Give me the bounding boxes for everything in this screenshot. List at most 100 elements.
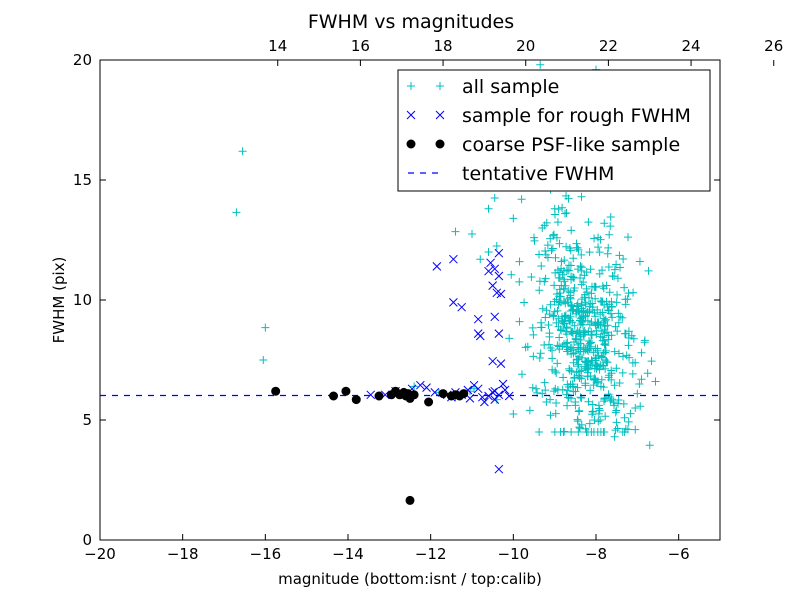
all-sample-point bbox=[577, 266, 586, 275]
all-sample-point bbox=[633, 389, 642, 398]
psf-sample-point bbox=[459, 389, 469, 399]
all-sample-point bbox=[592, 330, 601, 339]
axes: −20 −18 −16 −14 −12 −10 −8 −6 0 5 10 15 20 14 16 18 20 22… bbox=[73, 37, 783, 563]
all-sample-point bbox=[604, 373, 613, 382]
rough-fwhm-point bbox=[486, 258, 495, 268]
rough-fwhm-point bbox=[496, 359, 506, 368]
all-sample-point bbox=[613, 327, 622, 336]
all-sample-point bbox=[553, 218, 562, 227]
all-sample-point bbox=[618, 313, 627, 322]
all-sample-point bbox=[581, 364, 590, 373]
all-sample-point bbox=[576, 274, 585, 283]
all-sample-point bbox=[574, 307, 583, 316]
all-sample-point bbox=[597, 327, 606, 336]
all-sample-point bbox=[577, 250, 586, 259]
all-sample-point bbox=[587, 428, 596, 436]
all-sample-point bbox=[535, 250, 544, 259]
top-x-tick-label: 14 bbox=[268, 37, 287, 55]
all-sample-point bbox=[598, 282, 607, 291]
all-sample-point bbox=[595, 248, 604, 257]
all-sample-point bbox=[583, 316, 592, 325]
all-sample-point bbox=[599, 361, 608, 370]
all-sample-point bbox=[537, 261, 546, 270]
all-sample-point bbox=[571, 334, 580, 343]
all-sample-point bbox=[586, 386, 595, 395]
all-sample-point bbox=[600, 219, 609, 228]
y-tick-label: 20 bbox=[73, 51, 92, 69]
all-sample-point bbox=[566, 291, 575, 300]
all-sample-point bbox=[551, 253, 560, 262]
all-sample-point bbox=[542, 306, 551, 315]
all-sample-point bbox=[637, 375, 646, 384]
all-sample-point bbox=[549, 230, 558, 239]
legend-box bbox=[397, 69, 711, 192]
legend-marker-all-sample bbox=[407, 82, 415, 90]
all-sample-point bbox=[536, 349, 545, 358]
all-sample-point bbox=[626, 409, 635, 418]
all-sample-point bbox=[628, 369, 637, 378]
all-sample-point bbox=[573, 243, 582, 252]
all-sample-point bbox=[592, 354, 601, 363]
all-sample-point bbox=[557, 257, 566, 266]
rough-fwhm-point bbox=[500, 385, 510, 395]
all-sample-point bbox=[606, 212, 615, 221]
all-sample-point bbox=[574, 265, 583, 274]
all-sample-point bbox=[549, 311, 558, 320]
all-sample-point bbox=[515, 277, 524, 286]
all-sample-point bbox=[576, 335, 585, 344]
all-sample-point bbox=[564, 298, 573, 307]
all-sample-point bbox=[571, 387, 580, 396]
all-sample-point bbox=[542, 218, 551, 227]
all-sample-point bbox=[573, 362, 582, 371]
all-sample-point bbox=[532, 384, 541, 393]
all-sample-point bbox=[594, 320, 603, 329]
all-sample-point bbox=[535, 428, 544, 436]
all-sample-point bbox=[556, 428, 565, 436]
all-sample-point bbox=[451, 227, 460, 236]
all-sample-point bbox=[562, 191, 571, 200]
legend-marker-psf-sample bbox=[406, 139, 416, 149]
all-sample-point bbox=[637, 348, 646, 357]
all-sample-point bbox=[567, 328, 576, 337]
top-x-tick-label: 16 bbox=[351, 37, 370, 55]
all-sample-point bbox=[555, 345, 564, 354]
all-sample-point bbox=[529, 330, 538, 339]
all-sample-point bbox=[565, 364, 574, 373]
all-sample-point bbox=[555, 239, 564, 248]
all-sample-point bbox=[629, 288, 638, 297]
all-sample-point bbox=[562, 330, 571, 339]
all-sample-point bbox=[545, 329, 554, 338]
all-sample-point bbox=[574, 407, 583, 416]
all-sample-point bbox=[593, 305, 602, 314]
all-sample-point bbox=[618, 352, 627, 361]
all-sample-point bbox=[644, 266, 653, 275]
all-sample-point bbox=[578, 295, 587, 304]
all-sample-point bbox=[616, 263, 625, 272]
all-sample-point bbox=[543, 241, 552, 250]
all-sample-point bbox=[569, 286, 578, 295]
all-sample-point bbox=[528, 383, 537, 392]
all-sample-point bbox=[261, 323, 270, 332]
all-sample-point bbox=[604, 243, 613, 252]
all-sample-point bbox=[600, 336, 609, 345]
all-sample-point bbox=[577, 366, 586, 375]
all-sample-point bbox=[591, 356, 600, 365]
all-sample-point bbox=[593, 346, 602, 355]
all-sample-point bbox=[564, 266, 573, 275]
all-sample-point bbox=[551, 409, 560, 418]
all-sample-point bbox=[567, 226, 576, 235]
all-sample-point bbox=[606, 396, 615, 405]
rough-fwhm-point bbox=[449, 254, 458, 264]
x-tick-label: −14 bbox=[332, 545, 364, 563]
all-sample-point bbox=[541, 247, 550, 256]
rough-fwhm-point bbox=[422, 383, 431, 392]
y-tick-label: 0 bbox=[82, 531, 92, 549]
all-sample-point bbox=[563, 347, 572, 356]
all-sample-point bbox=[560, 277, 569, 286]
all-sample-point bbox=[624, 289, 633, 298]
legend-label: coarse PSF-like sample bbox=[462, 134, 680, 156]
all-sample-point bbox=[584, 397, 593, 406]
all-sample-point bbox=[546, 300, 555, 309]
all-sample-point bbox=[583, 363, 592, 372]
all-sample-point bbox=[574, 245, 583, 254]
